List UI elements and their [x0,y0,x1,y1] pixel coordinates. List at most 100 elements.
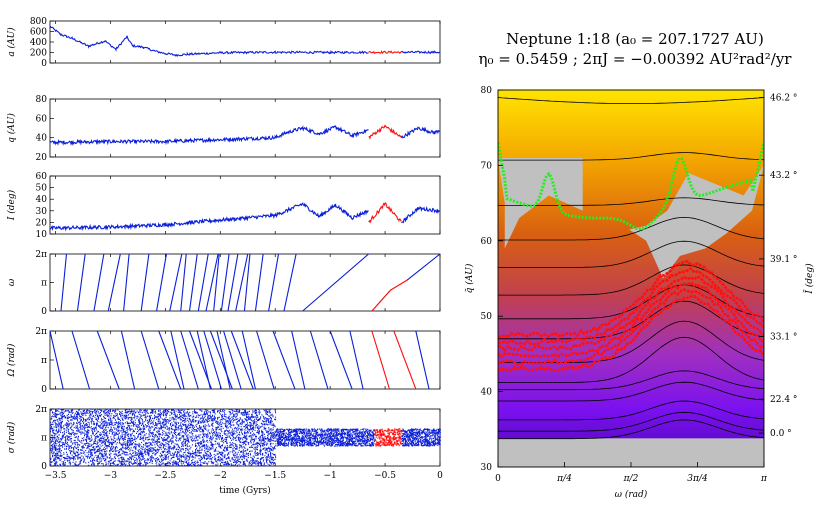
data-line [401,205,441,224]
data-line [158,330,182,390]
series-Omega [49,330,430,390]
trajectory-red [498,281,764,359]
series-sigma [50,408,441,467]
data-line [205,253,219,312]
y-axis-label: q (AU) [6,113,17,143]
y-tick-label: 600 [30,28,47,38]
y-right-tick-label: 46.2 ° [770,94,797,104]
data-line [49,125,369,146]
data-line [120,330,136,390]
data-line [371,330,390,390]
trajectory-red [498,294,764,373]
data-line [401,126,441,139]
data-line [203,330,222,390]
x-tick-label: −1.5 [264,471,286,481]
contour-line [498,284,764,320]
x-tick-label: −2 [214,471,227,481]
data-line [230,330,254,390]
y-tick-label: 50 [481,312,493,322]
x-tick-label: 0 [437,471,443,481]
y-right-tick-label: 43.2 ° [770,171,797,181]
data-line [107,253,121,312]
data-line [140,253,150,312]
y-tick-label: 80 [481,86,493,96]
y-tick-label: 20 [36,218,48,228]
y-tick-label: 80 [36,95,48,105]
y-tick-label: 30 [481,463,493,473]
y-tick-label: 0 [41,59,47,69]
data-line [93,253,105,312]
x-tick-label: −1 [324,471,337,481]
trajectory-red [498,259,764,340]
forbidden-region-right [629,165,764,279]
panel-Omega: 0 π 2π Ω (rad) [6,327,441,395]
data-line [188,253,198,312]
y-tick-label: 2π [35,405,47,415]
y-tick-label: 2π [35,327,47,337]
y-tick-label: 40 [481,388,493,398]
y-tick-label: π [41,279,47,289]
y-tick-label: 200 [30,49,47,59]
y-tick-label: 60 [36,114,48,124]
contour-line [498,197,764,206]
y-right-tick-label: 33.1 ° [770,333,797,343]
data-line [49,330,64,390]
data-line [243,253,251,312]
y-axis-label: ω [7,278,17,286]
data-line [272,330,296,390]
data-line [180,253,187,312]
data-line [170,330,185,390]
panel-frame [49,20,441,64]
y-right-axis-label: Ī (deg) [803,263,815,295]
data-line [227,253,239,312]
trajectory-red [498,288,764,366]
contour-line [498,336,764,383]
y-tick-label: 40 [36,195,48,205]
scatter-points [50,408,441,467]
x-tick-label: −0.5 [374,471,396,481]
series-I [49,202,441,232]
contour-line [498,240,764,268]
contour-line [498,411,764,432]
phase-title-line2: η₀ = 0.5459 ; 2πJ = −0.00392 AU²rad²/yr [478,50,792,68]
x-axis-label: time (Gyrs) [219,485,270,496]
x-tick-label: π/2 [623,474,639,484]
y-tick-label: 60 [481,237,493,247]
data-line [368,124,403,140]
series-a [49,25,441,57]
data-line [309,330,329,390]
x-axis-label: ω (rad) [615,489,648,500]
data-line [49,25,369,57]
x-tick-label: π [760,474,768,484]
data-line [368,50,402,55]
y-tick-label: 0 [41,462,47,472]
y-tick-label: π [41,434,47,444]
panel-q: 20 40 60 80 q (AU) [6,95,441,163]
y-right-tick-label: 39.1 ° [770,255,797,265]
y-tick-label: 400 [30,38,47,48]
forbidden-region-left [498,157,583,249]
x-tick-label: −2.5 [154,471,176,481]
scatter-points-red [374,428,403,447]
y-axis-label: a (AU) [6,27,17,57]
y-tick-label: 40 [36,134,48,144]
contour-line [498,264,764,296]
y-tick-label: 10 [36,230,48,240]
data-line [196,330,211,390]
data-line [71,330,91,390]
data-line [209,330,233,390]
data-line [268,253,280,312]
y-tick-label: 50 [36,184,48,194]
x-tick-label: 3π/4 [687,474,708,484]
series-omega [60,253,441,312]
y-tick-label: 30 [36,207,48,217]
y-tick-label: π [41,356,47,366]
data-line [223,330,242,390]
y-tick-label: 70 [481,161,493,171]
data-line [169,253,183,312]
data-line [213,253,220,312]
trajectory-red [498,275,764,353]
data-line [180,330,199,390]
